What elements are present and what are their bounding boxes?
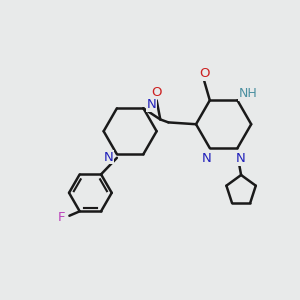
- Text: NH: NH: [239, 87, 258, 100]
- Text: N: N: [104, 151, 114, 164]
- Text: F: F: [58, 212, 65, 224]
- Text: N: N: [202, 152, 212, 165]
- Text: O: O: [199, 67, 209, 80]
- Text: O: O: [152, 86, 162, 99]
- Text: N: N: [236, 152, 246, 165]
- Text: N: N: [147, 98, 156, 111]
